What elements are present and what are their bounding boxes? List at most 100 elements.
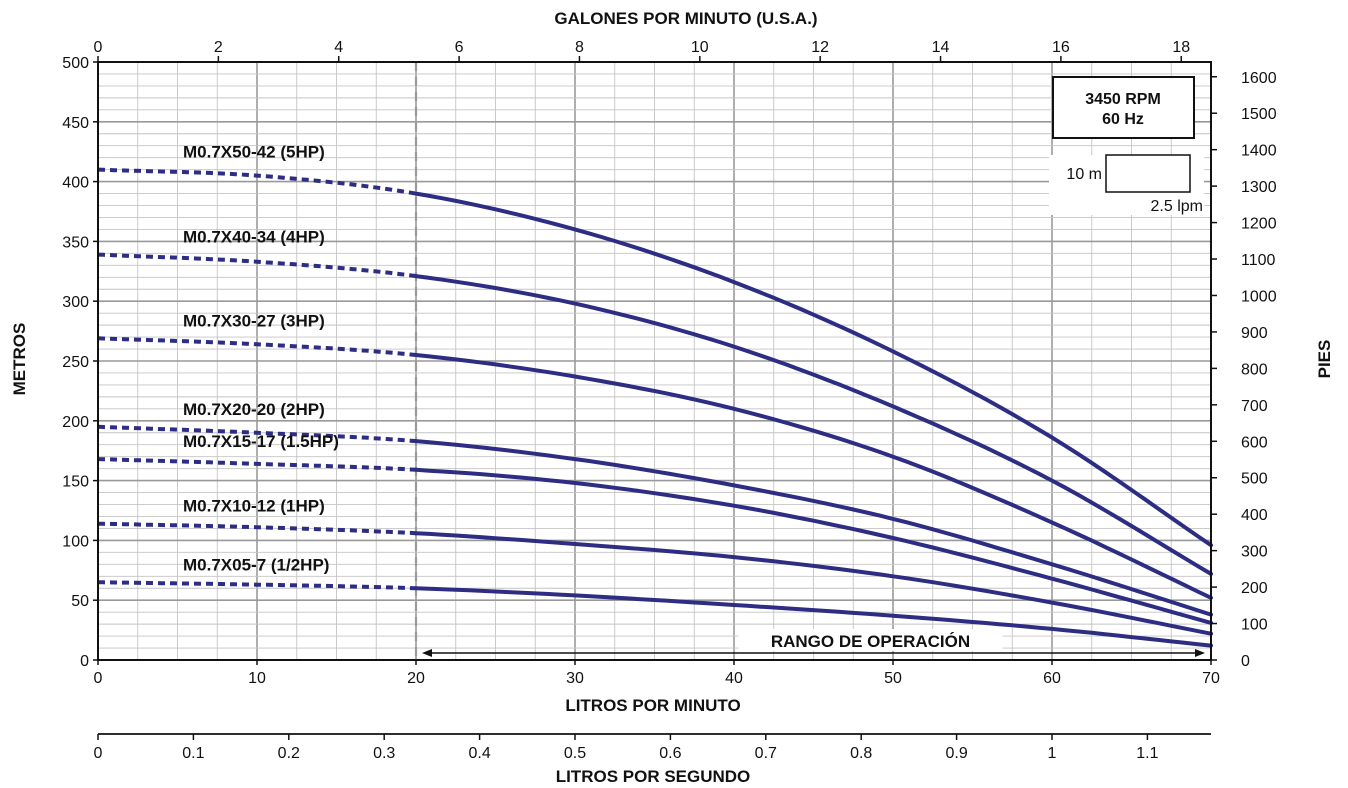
series-line — [414, 353, 1213, 600]
y-right-tick-label: 100 — [1241, 617, 1268, 634]
x-tick-label: 70 — [1202, 670, 1220, 687]
series-2: M0.7X30-27 (3HP) — [97, 311, 1213, 600]
series-dotted-segment — [98, 580, 417, 591]
operating-range-label: RANGO DE OPERACIÓN — [771, 632, 970, 651]
lps-tick-label: 0.3 — [373, 745, 395, 762]
y-right-tick-label: 400 — [1241, 507, 1268, 524]
series-label: M0.7X05-7 (1/2HP) — [183, 555, 329, 574]
x-tick-label: 60 — [1043, 670, 1061, 687]
series-dotted-segment — [97, 424, 417, 444]
y-tick-label: 150 — [62, 474, 89, 491]
series-1: M0.7X40-34 (4HP) — [97, 228, 1213, 576]
lps-tick-label: 0.4 — [468, 745, 490, 762]
y-right-tick-label: 1000 — [1241, 288, 1277, 305]
y-right-tick-label: 1600 — [1241, 70, 1277, 87]
rpm-info-box: 3450 RPM 60 Hz — [1052, 76, 1195, 139]
x-lps-axis-title: LITROS POR SEGUNDO — [556, 767, 751, 786]
y-right-tick-label: 1500 — [1241, 106, 1277, 123]
x-top-tick-label: 18 — [1172, 39, 1190, 56]
y-tick-label: 500 — [62, 55, 89, 72]
scale-height-label: 10 m — [1066, 166, 1102, 183]
y-tick-label: 350 — [62, 234, 89, 251]
scale-reference: 10 m 2.5 lpm — [1049, 154, 1204, 215]
series-dotted-segment — [97, 167, 417, 196]
y-right-tick-label: 0 — [1241, 653, 1250, 670]
x-top-tick-label: 16 — [1052, 39, 1070, 56]
y-right-tick-label: 1300 — [1241, 179, 1277, 196]
series-dotted-segment — [97, 457, 417, 472]
lps-tick-label: 0.5 — [564, 745, 586, 762]
y-tick-label: 250 — [62, 354, 89, 371]
x-axis-title: LITROS POR MINUTO — [565, 696, 740, 715]
x-top-tick-label: 6 — [455, 39, 464, 56]
series-4: M0.7X15-17 (1.5HP) — [97, 432, 1213, 625]
lps-tick-label: 1.1 — [1136, 745, 1158, 762]
y-right-tick-label: 200 — [1241, 580, 1268, 597]
lps-tick-label: 0.6 — [659, 745, 681, 762]
series-line — [414, 531, 1213, 636]
y-right-tick-label: 1400 — [1241, 143, 1277, 160]
y-right-tick-label: 1200 — [1241, 216, 1277, 233]
lps-tick-label: 0 — [94, 745, 103, 762]
y-right-axis-title: PIES — [1315, 340, 1334, 379]
y-tick-label: 450 — [62, 115, 89, 132]
series-0: M0.7X50-42 (5HP) — [97, 143, 1213, 548]
series-line — [414, 586, 1213, 648]
y-right-tick-label: 900 — [1241, 325, 1268, 342]
x-tick-label: 20 — [407, 670, 425, 687]
x-top-tick-label: 10 — [691, 39, 709, 56]
x-top-tick-label: 0 — [94, 39, 103, 56]
series-label: M0.7X40-34 (4HP) — [183, 228, 325, 247]
x-top-tick-label: 12 — [811, 39, 829, 56]
lps-tick-label: 0.2 — [278, 745, 300, 762]
x-tick-label: 50 — [884, 670, 902, 687]
series-line — [414, 274, 1213, 576]
y-tick-label: 50 — [71, 593, 89, 610]
scale-width-label: 2.5 lpm — [1151, 198, 1203, 215]
y-right-tick-label: 300 — [1241, 544, 1268, 561]
series-dotted-segment — [97, 336, 417, 357]
x-tick-label: 10 — [248, 670, 266, 687]
series-label: M0.7X15-17 (1.5HP) — [183, 432, 339, 451]
series-label: M0.7X20-20 (2HP) — [183, 400, 325, 419]
x-top-tick-label: 4 — [334, 39, 343, 56]
series-label: M0.7X50-42 (5HP) — [183, 143, 325, 162]
series-line — [414, 439, 1213, 617]
grid — [97, 61, 1212, 661]
y-tick-label: 200 — [62, 414, 89, 431]
y-right-tick-label: 600 — [1241, 434, 1268, 451]
lps-tick-label: 0.1 — [182, 745, 204, 762]
lps-tick-label: 0.7 — [755, 745, 777, 762]
y-right-tick-label: 800 — [1241, 361, 1268, 378]
y-tick-label: 100 — [62, 533, 89, 550]
operating-range: RANGO DE OPERACIÓN — [422, 629, 1205, 657]
x-top-tick-label: 14 — [932, 39, 950, 56]
rpm-label: 3450 RPM — [1085, 91, 1161, 108]
x-tick-label: 0 — [94, 670, 103, 687]
y-tick-label: 0 — [80, 653, 89, 670]
x-top-axis-title: GALONES POR MINUTO (U.S.A.) — [554, 9, 817, 28]
y-right-tick-label: 1100 — [1241, 252, 1276, 269]
y-tick-label: 300 — [62, 294, 89, 311]
series-label: M0.7X10-12 (1HP) — [183, 497, 325, 516]
curves: M0.7X50-42 (5HP) M0.7X40-34 (4HP) M0.7X30-… — [97, 143, 1213, 648]
hz-label: 60 Hz — [1102, 111, 1144, 128]
y-tick-label: 400 — [62, 175, 89, 192]
lps-tick-label: 0.8 — [850, 745, 872, 762]
series-3: M0.7X20-20 (2HP) — [97, 400, 1213, 617]
x-top-tick-label: 2 — [214, 39, 223, 56]
x-tick-label: 40 — [725, 670, 743, 687]
x-tick-label: 30 — [566, 670, 584, 687]
series-line — [414, 191, 1213, 548]
x-top-tick-label: 8 — [575, 39, 584, 56]
y-right-tick-label: 700 — [1241, 398, 1268, 415]
series-5: M0.7X10-12 (1HP) — [97, 497, 1213, 636]
y-axis-title: METROS — [10, 323, 29, 396]
lps-tick-label: 1 — [1048, 745, 1057, 762]
litros-por-segundo-axis: 0 0.1 0.2 0.3 0.4 0.5 0.6 0.7 0.8 0.9 1 1.1 — [94, 733, 1211, 762]
series-line — [414, 467, 1213, 625]
series-dotted-segment — [97, 521, 417, 536]
lps-tick-label: 0.9 — [945, 745, 967, 762]
